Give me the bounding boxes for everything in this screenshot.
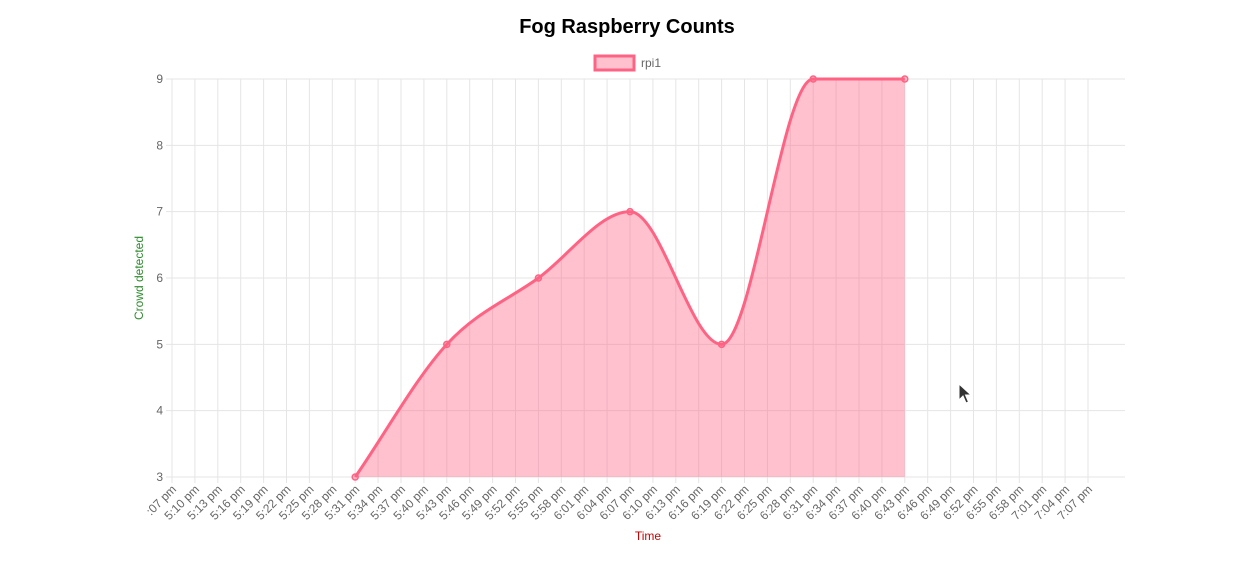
x-ticks: :07 pm5:10 pm5:13 pm5:16 pm5:19 pm5:22 p… (143, 482, 1095, 523)
chart-title: Fog Raspberry Counts (519, 16, 735, 38)
data-point[interactable] (534, 274, 543, 282)
legend[interactable]: rpi1 (593, 54, 661, 72)
y-tick-label: 4 (156, 404, 163, 418)
data-point[interactable] (901, 75, 909, 83)
y-tick-label: 6 (156, 271, 163, 285)
data-point[interactable] (626, 207, 634, 216)
y-tick-label: 5 (156, 337, 163, 351)
series-line-rpi1 (353, 77, 905, 478)
data-point[interactable] (443, 340, 451, 349)
x-axis-title: Time (635, 529, 662, 543)
line-layer (353, 77, 905, 478)
legend-swatch-rpi1[interactable] (593, 54, 636, 72)
y-tick-label: 9 (156, 72, 163, 86)
grid (166, 78, 1125, 483)
area-layer (355, 79, 905, 477)
legend-label-rpi1[interactable]: rpi1 (641, 56, 661, 70)
mouse-cursor-icon (958, 383, 972, 404)
y-axis-title: Crowd detected (132, 236, 146, 320)
data-point[interactable] (717, 340, 726, 349)
y-tick-label: 7 (156, 205, 163, 219)
y-tick-label: 3 (156, 470, 163, 484)
y-ticks: 3 4 5 6 7 8 9 (156, 72, 163, 484)
data-point[interactable] (809, 75, 817, 83)
series-area-rpi1 (355, 79, 905, 477)
points-layer (351, 75, 909, 481)
y-tick-label: 8 (156, 138, 163, 152)
data-point[interactable] (351, 473, 359, 481)
